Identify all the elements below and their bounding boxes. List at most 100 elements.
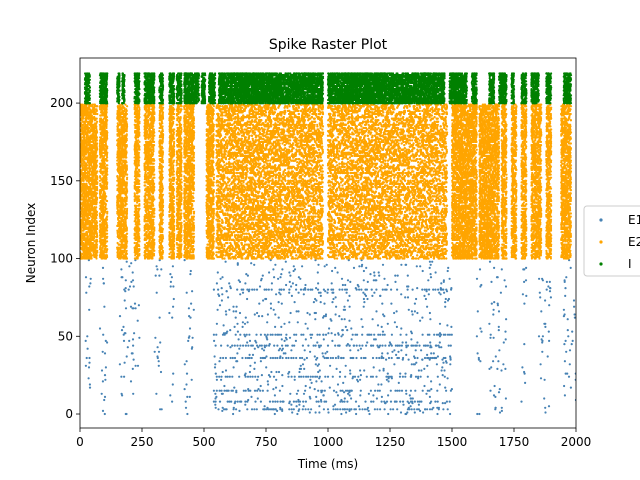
spike-point [280, 334, 282, 336]
spike-point [366, 408, 368, 410]
spike-point [303, 368, 305, 370]
spike-point [296, 405, 298, 407]
spike-point [501, 407, 503, 409]
spike-point [341, 401, 343, 403]
spike-point [406, 411, 408, 413]
spike-point [350, 408, 352, 410]
spike-point [331, 270, 333, 272]
spike-point [213, 289, 215, 291]
spike-point [306, 312, 308, 314]
spike-point [186, 360, 188, 362]
spike-point [81, 163, 83, 165]
spike-point [363, 369, 365, 371]
spike-point [187, 340, 189, 342]
spike-point [371, 295, 373, 297]
spike-point [260, 334, 262, 336]
spike-point [429, 267, 431, 269]
spike-point [421, 317, 423, 319]
spike-point [95, 209, 97, 211]
spike-point [480, 331, 482, 333]
spike-point [355, 401, 357, 403]
spike-point [314, 388, 316, 390]
spike-point [317, 390, 319, 392]
spike-point [382, 357, 384, 359]
spike-point [249, 340, 251, 342]
spike-point [120, 376, 122, 378]
spike-point [104, 374, 106, 376]
spike-point [310, 408, 312, 410]
spike-point [105, 340, 107, 342]
spike-point [303, 405, 305, 407]
spike-point [379, 369, 381, 371]
spike-point [447, 270, 449, 272]
spike-point [311, 289, 313, 291]
spike-point [156, 265, 158, 267]
spike-point [391, 357, 393, 359]
spike-point [404, 376, 406, 378]
spike-point [397, 275, 399, 277]
spike-point [303, 293, 305, 295]
spike-point [337, 383, 339, 385]
spike-point [433, 357, 435, 359]
spike-point [293, 334, 295, 336]
spike-point [154, 337, 156, 339]
spike-point [359, 408, 361, 410]
spike-point [99, 327, 101, 329]
spike-point [229, 376, 231, 378]
spike-point [499, 388, 501, 390]
spike-point [316, 334, 318, 336]
spike-point [92, 125, 94, 127]
spike-point [367, 281, 369, 283]
spike-point [215, 334, 217, 336]
spike-point [91, 128, 93, 130]
spike-point [315, 312, 317, 314]
spike-point [246, 401, 248, 403]
spike-point [282, 357, 284, 359]
spike-point [245, 317, 247, 319]
spike-point [220, 379, 222, 381]
spike-point [503, 341, 505, 343]
spike-point [414, 401, 416, 403]
spike-point [90, 138, 92, 140]
spike-point [505, 397, 507, 399]
spike-point [295, 289, 297, 291]
spike-point [171, 276, 173, 278]
spike-point [160, 371, 162, 373]
spike-point [251, 289, 253, 291]
spike-point [384, 334, 386, 336]
spike-point [405, 334, 407, 336]
spike-point [260, 357, 262, 359]
spike-point [363, 279, 365, 281]
spike-point [232, 306, 234, 308]
spike-point [377, 334, 379, 336]
spike-point [408, 309, 410, 311]
spike-point [329, 365, 331, 367]
spike-point [84, 208, 86, 210]
spike-point [302, 401, 304, 403]
spike-point [158, 351, 160, 353]
spike-point [315, 287, 317, 289]
spike-point [330, 357, 332, 359]
spike-point [548, 331, 550, 333]
spike-point [273, 276, 275, 278]
spike-point [394, 390, 396, 392]
spike-point [87, 144, 89, 146]
spike-point [92, 248, 94, 250]
spike-point [547, 355, 549, 357]
spike-point [397, 345, 399, 347]
spike-point [239, 293, 241, 295]
spike-point [302, 334, 304, 336]
spike-point [272, 268, 274, 270]
spike-point [563, 343, 565, 345]
spike-point [235, 334, 237, 336]
spike-point [414, 303, 416, 305]
spike-point [400, 411, 402, 413]
spike-point [521, 366, 523, 368]
spike-point [297, 390, 299, 392]
spike-point [191, 348, 193, 350]
spike-point [93, 136, 95, 138]
spike-point [347, 279, 349, 281]
spike-point [429, 396, 431, 398]
spike-point [305, 376, 307, 378]
spike-point [375, 279, 377, 281]
